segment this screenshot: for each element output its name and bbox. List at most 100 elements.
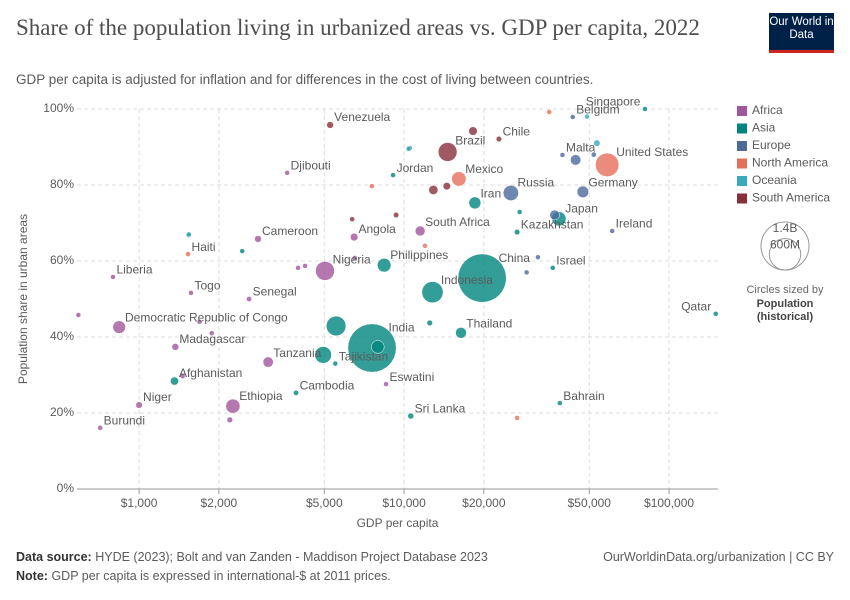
bubble (188, 290, 194, 296)
bubble (468, 196, 482, 210)
point-label: Cameroon (262, 224, 318, 238)
legend-swatch (737, 158, 747, 169)
bubble (371, 340, 385, 354)
point-label: Liberia (116, 263, 152, 277)
bubble (407, 412, 415, 420)
bubble (595, 152, 620, 177)
x-tick-label: $50,000 (568, 496, 612, 510)
bubble (516, 209, 523, 215)
point-label: Eswatini (390, 370, 435, 384)
bubble (208, 330, 215, 336)
point-label: Togo (195, 279, 221, 293)
point-label: Ethiopia (239, 389, 283, 403)
bubble (442, 182, 451, 191)
point-label: Ireland (616, 217, 653, 231)
bubble (576, 185, 589, 198)
bubble (590, 151, 597, 158)
x-tick-label: $2,000 (201, 496, 238, 510)
point-label: Senegal (253, 285, 297, 299)
point-label: Bahrain (563, 389, 604, 403)
x-tick-label: $10,000 (382, 496, 426, 510)
bubble (75, 312, 82, 318)
point-label: South Africa (425, 215, 490, 229)
bubble (390, 172, 396, 178)
bubble (426, 319, 433, 327)
point-label: China (499, 251, 531, 265)
point-label: Madagascar (179, 332, 245, 346)
bubble (97, 425, 103, 431)
source-label: Data source: (16, 550, 92, 564)
point-label: Singapore (586, 95, 641, 109)
bubble (383, 381, 389, 387)
size-legend-variable: Population (historical) (756, 298, 814, 323)
legend-swatch (737, 193, 747, 204)
point-label: Iran (480, 186, 501, 200)
point-label: Afghanistan (179, 366, 242, 380)
bubble (284, 170, 290, 176)
bubble (514, 229, 521, 236)
point-label: Angola (358, 222, 396, 236)
bubble (186, 231, 192, 238)
bubble (609, 228, 615, 234)
logo[interactable]: Our World in Data (769, 13, 834, 53)
note: Note: GDP per capita is expressed in int… (16, 569, 391, 583)
bubble (369, 183, 375, 189)
bubble (523, 269, 530, 276)
bubble (185, 251, 191, 257)
bubble (293, 389, 299, 396)
legend-label: Oceania (752, 173, 797, 187)
point-label: Venezuela (334, 110, 390, 124)
point-label: Djibouti (291, 159, 331, 173)
bubble (239, 248, 245, 254)
point-label: Jordan (397, 161, 434, 175)
point-label: Philippines (390, 248, 448, 262)
point-label: India (389, 321, 415, 335)
y-tick-label: 40% (50, 329, 74, 343)
point-label: Qatar (681, 299, 711, 313)
bubble (315, 261, 335, 281)
bubble (550, 265, 556, 271)
bubble (569, 114, 576, 120)
y-tick-label: 60% (50, 253, 74, 267)
y-tick-label: 100% (43, 101, 74, 115)
point-label: Chile (503, 125, 531, 139)
legend-swatch (737, 123, 747, 134)
bubble (495, 135, 502, 143)
bubble (712, 311, 719, 317)
bubble (225, 398, 241, 414)
bubble (170, 376, 179, 386)
legend-label: North America (752, 156, 828, 170)
point-label: Germany (588, 176, 637, 190)
bubble (314, 346, 332, 364)
bubble (421, 281, 444, 304)
x-tick-label: $20,000 (462, 496, 506, 510)
bubble (171, 343, 180, 351)
bubble (349, 216, 355, 222)
bubble (262, 356, 274, 368)
legend-swatch (737, 106, 747, 116)
legend-label: South America (752, 191, 830, 205)
bubble (570, 154, 582, 166)
y-tick-label: 20% (50, 405, 74, 419)
source: Data source: HYDE (2023); Bolt and van Z… (16, 550, 488, 564)
bubble (451, 171, 467, 187)
point-label: Indonesia (441, 273, 493, 287)
bubble (393, 212, 400, 218)
bubble (295, 265, 301, 271)
bubble (437, 142, 458, 162)
point-label: Tanzania (273, 346, 321, 360)
point-label: Nigeria (333, 252, 371, 266)
point-label: Mexico (465, 162, 503, 176)
point-label: Israel (556, 254, 585, 268)
url[interactable]: OurWorldinData.org/urbanization | CC BY (603, 550, 834, 564)
note-text: GDP per capita is expressed in internati… (51, 569, 391, 583)
bubble (179, 373, 186, 379)
bubble (377, 258, 392, 273)
note-label: Note: (16, 569, 48, 583)
y-tick-label: 0% (57, 481, 75, 495)
size-legend-label: 600M (770, 238, 800, 252)
chart-subtitle: GDP per capita is adjusted for inflation… (16, 72, 594, 87)
x-tick-label: $1,000 (121, 496, 158, 510)
point-label: United States (616, 145, 688, 159)
legend-label: Africa (752, 103, 783, 117)
